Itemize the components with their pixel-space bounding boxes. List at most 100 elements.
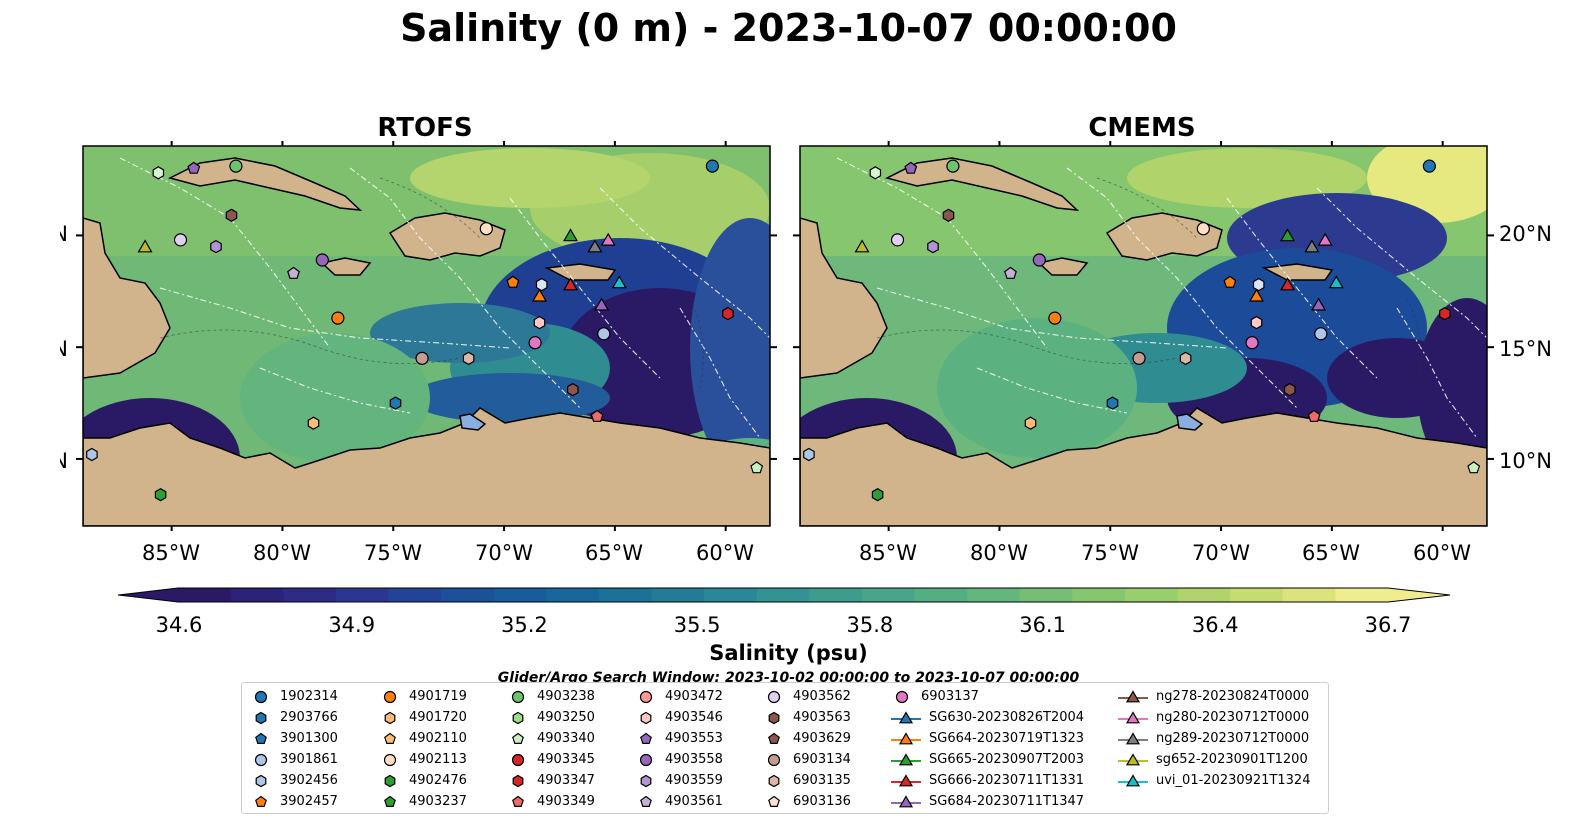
colorbar-cell [1072,588,1126,602]
lat-label-15n: 15°N [60,337,68,361]
legend-item: 4903563 [763,707,851,728]
station-marker [600,232,616,246]
colorbar-graphic: 34.6 34.9 35.2 35.5 35.8 36.1 36.4 36.7 [117,587,1451,637]
station-marker [137,239,153,253]
station-marker [563,277,579,291]
colorbar-cell [1335,588,1389,602]
station-marker [854,239,870,253]
legend-marker-icon [255,795,267,807]
lon-label-75w: 75°W [1081,541,1139,565]
station-marker [890,233,905,247]
colorbar-cell [230,588,284,602]
legend-item: 4903562 [763,686,851,707]
legend-label: 4903562 [793,689,851,704]
legend-marker-icon [512,711,524,724]
legend-item: 4902110 [379,728,467,749]
colorbar-cell [1125,588,1179,602]
legend-label: 4903238 [537,689,595,704]
lon-labels: 85°W 80°W 75°W 70°W 65°W 60°W [142,541,754,565]
colorbar-tick: 36.7 [1365,613,1412,637]
legend-marker-icon [384,795,396,807]
colorbar-cell [546,588,600,602]
lat-label-20n: 20°N [1499,222,1552,246]
legend-marker-icon [767,690,781,703]
station-marker [479,222,493,236]
lon-labels: 85°W 80°W 75°W 70°W 65°W 60°W [859,541,1471,565]
station-marker [154,488,167,502]
lat-label-15n: 15°N [1499,337,1552,361]
station-marker [1328,275,1344,289]
station-marker [1311,297,1327,311]
legend-item: 2903766 [250,707,338,728]
station-marker [1307,409,1321,422]
colorbar-cell [651,588,705,602]
station-marker [528,336,542,350]
legend-label: 4903546 [665,710,723,725]
legend-label: 6903135 [793,773,851,788]
legend-marker-icon [1118,773,1148,786]
station-marker [225,208,238,222]
colorbar-cell [441,588,495,602]
legend-marker-icon [512,732,524,744]
station-marker [1252,277,1265,292]
legend-column: 4903562 4903563 4903629 6903134 6903135 69031… [763,686,851,812]
legend-item: 4903559 [635,770,723,791]
lon-label-60w: 60°W [1413,541,1471,565]
colorbar-cell [1177,588,1231,602]
legend-marker-icon [768,732,780,744]
legend-marker-icon [895,690,909,703]
station-marker [722,306,734,321]
eez-boundaries [836,157,1487,439]
legend-label: 4901719 [409,689,467,704]
legend-marker-icon [511,690,525,703]
legend-item: 4903472 [635,686,723,707]
station-marker [331,311,345,325]
lon-label-60w: 60°W [696,541,754,565]
station-marker [1304,239,1320,253]
colorbar-cell [335,588,389,602]
legend-label: 1902314 [280,689,338,704]
legend-label: 6903137 [921,689,979,704]
legend-marker-icon [1118,689,1148,702]
legend-item: 3902456 [250,770,338,791]
colorbar-tick: 36.1 [1019,613,1066,637]
legend-column: 1902314 2903766 3901300 3901861 3902456 39024… [250,686,338,812]
legend-item: 4903349 [507,791,595,812]
salinity-field [83,146,770,526]
legend-label: 4903340 [537,731,595,746]
legend-item: 3901300 [250,728,338,749]
station-marker [587,239,603,253]
legend-item: sg652-20230901T1200 [1118,749,1310,770]
legend-label: 4903345 [537,752,595,767]
legend-marker-icon [384,774,396,787]
legend-marker-icon [383,690,397,703]
lat-labels-left: 20°N 15°N 10°N [60,222,68,473]
land-masses [800,157,1487,526]
station-marker [904,161,918,174]
legend-item: ng289-20230712T0000 [1118,728,1310,749]
legend-column: 4901719 4901720 4902110 4902113 4902476 49032… [379,686,467,812]
legend-label: sg652-20230901T1200 [1156,752,1308,767]
legend-label: 4903472 [665,689,723,704]
colorbar-tick: 35.5 [674,613,721,637]
legend-marker-icon [383,753,397,766]
legend-label: SG630-20230826T2004 [929,710,1085,725]
station-marker [1284,382,1296,397]
legend-label: 6903134 [793,752,851,767]
legend-label: 4903629 [793,731,851,746]
station-marker [1314,327,1328,341]
station-marker [1248,288,1265,302]
legend-marker-icon [254,753,268,766]
station-marker [563,228,579,242]
legend-label: 4903250 [537,710,595,725]
legend-item: 4903558 [635,749,723,770]
station-marker [1048,311,1062,325]
colorbar-tick: 36.4 [1192,613,1239,637]
station-marker [315,253,329,267]
legend-marker-icon [640,774,652,787]
station-marker [803,447,815,462]
station-marker [1280,277,1296,291]
colorbar-cell [388,588,442,602]
legend-item: 6903137 [891,686,1084,707]
legend-item: 6903134 [763,749,851,770]
